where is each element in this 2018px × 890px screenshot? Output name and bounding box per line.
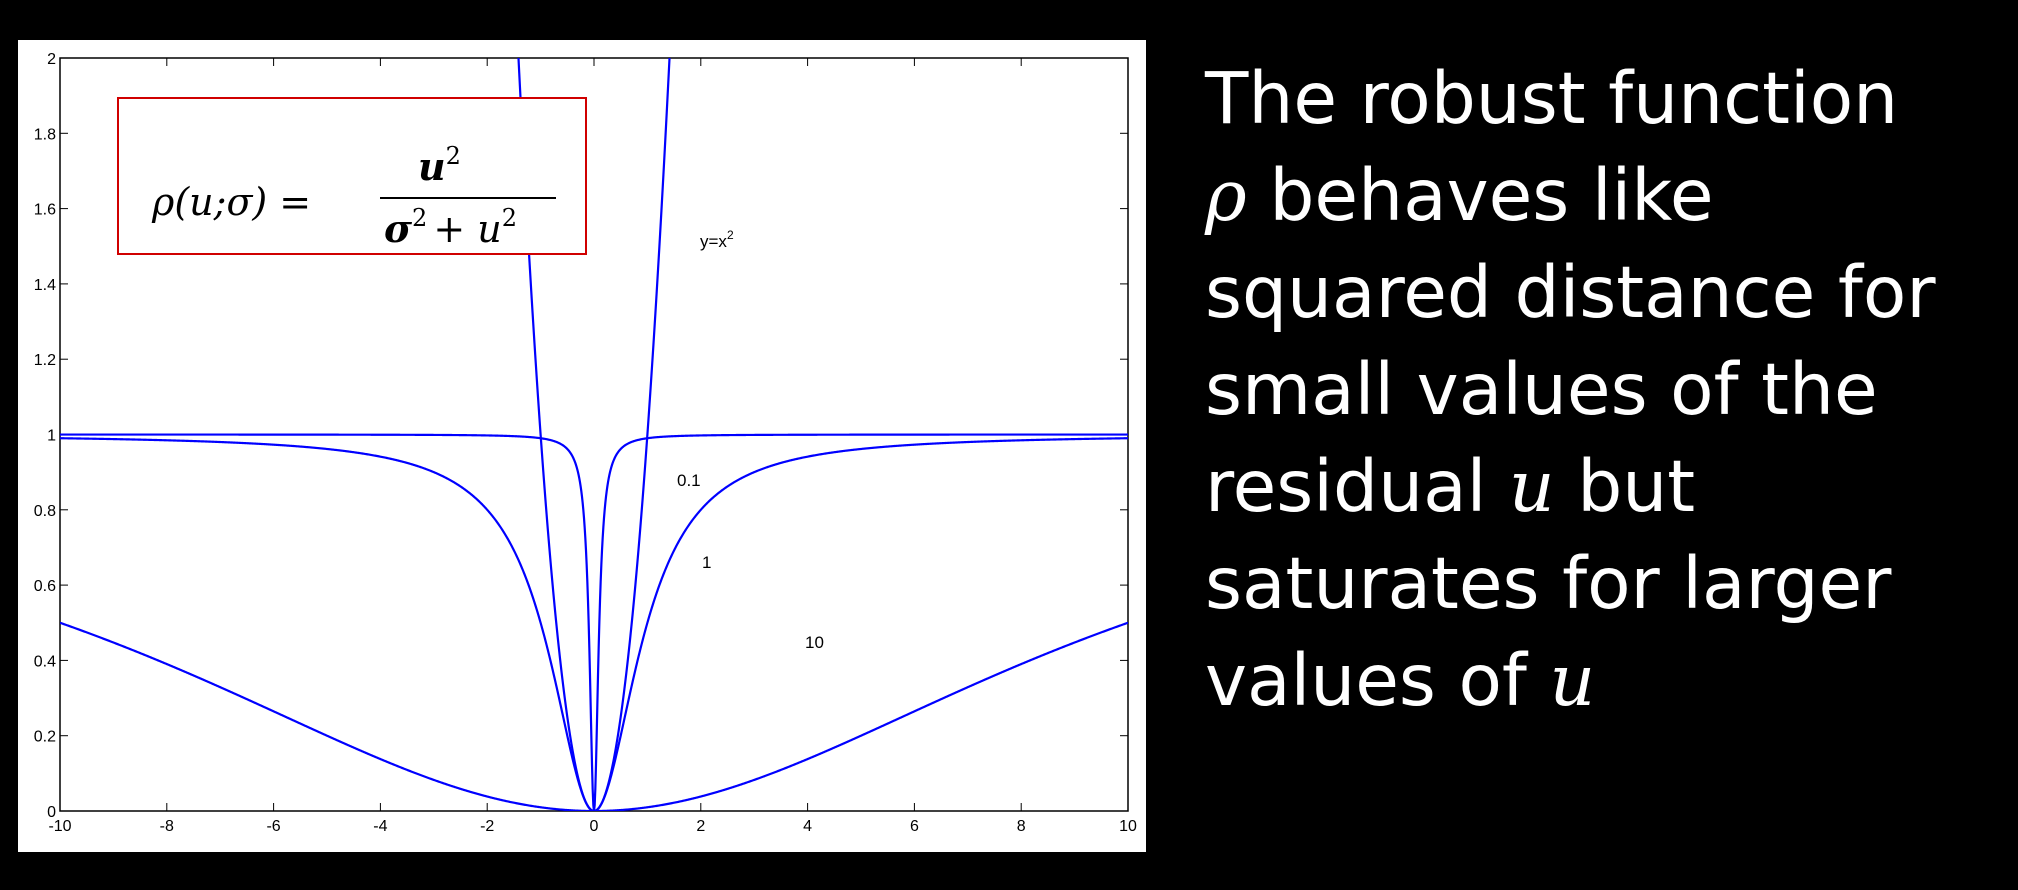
u-symbol-1: u — [1508, 445, 1555, 528]
x-tick-label: 8 — [1017, 818, 1026, 835]
y-tick-label: 1.4 — [34, 277, 56, 294]
caption-line-7: values of u — [1205, 632, 2005, 729]
formula-denominator: σ2 + u2 — [384, 204, 517, 251]
caption-line-5: residual u but — [1205, 438, 2005, 535]
caption-line-5b: but — [1554, 445, 1696, 528]
x-tick-label: -10 — [48, 818, 71, 835]
formula-lhs: ρ(u;σ) = — [151, 180, 311, 224]
series-line-sigma-1 — [60, 437, 1128, 811]
y-tick-label: 0.4 — [34, 653, 56, 670]
caption: The robust function ρ behaves like squar… — [1205, 50, 2005, 729]
series-line-sigma-10 — [60, 621, 1128, 811]
x-tick-labels: -10 -8 -6 -4 -2 0 2 4 6 8 10 — [48, 818, 1137, 835]
y-tick-label: 2 — [47, 51, 56, 68]
x-tick-label: -2 — [480, 818, 494, 835]
x-tick-label: -6 — [266, 818, 280, 835]
y-tick-label: 0 — [47, 804, 56, 821]
caption-line-5a: residual — [1205, 445, 1509, 528]
caption-line-7a: values of — [1205, 639, 1550, 722]
x-tick-label: 2 — [696, 818, 705, 835]
label-sigma-10: 10 — [805, 633, 824, 652]
y-tick-label: 0.2 — [34, 729, 56, 746]
formula-numerator: u2 — [418, 142, 461, 189]
series-line-sigma-0.1 — [60, 433, 1128, 811]
y-tick-label: 1.8 — [34, 126, 56, 143]
rho-symbol: ρ — [1205, 154, 1247, 237]
y-tick-label: 0.6 — [34, 578, 56, 595]
y-tick-label: 1 — [47, 428, 56, 445]
figure: -10 -8 -6 -4 -2 0 2 4 6 8 10 0 0.2 0.4 0.6 0.8 1 1.2 1.4 1… — [18, 40, 1146, 852]
y-tick-label: 0.8 — [34, 503, 56, 520]
label-parabola: y=x2 — [700, 228, 734, 251]
caption-line-6: saturates for larger — [1205, 542, 1892, 625]
caption-line-4: small values of the — [1205, 348, 1878, 431]
caption-line-2: ρ behaves like — [1205, 147, 2005, 244]
y-tick-labels: 0 0.2 0.4 0.6 0.8 1 1.2 1.4 1.6 1.8 2 — [34, 51, 56, 821]
caption-line-2-text: behaves like — [1246, 154, 1714, 237]
y-tick-label: 1.2 — [34, 352, 56, 369]
formula-box: ρ(u;σ) = u2 σ2 + u2 — [117, 97, 587, 255]
caption-line-1: The robust function — [1205, 57, 1899, 140]
x-tick-label: 6 — [910, 818, 919, 835]
x-tick-label: -4 — [373, 818, 387, 835]
formula-border — [117, 97, 587, 255]
x-tick-label: 10 — [1119, 818, 1137, 835]
x-tick-label: -8 — [160, 818, 174, 835]
u-symbol-2: u — [1549, 639, 1596, 722]
x-tick-label: 0 — [590, 818, 599, 835]
label-sigma-0.1: 0.1 — [677, 471, 701, 490]
caption-line-3: squared distance for — [1205, 251, 1936, 334]
label-sigma-1: 1 — [702, 553, 711, 572]
x-tick-label: 4 — [803, 818, 812, 835]
y-tick-label: 1.6 — [34, 202, 56, 219]
curves — [60, 58, 1128, 811]
